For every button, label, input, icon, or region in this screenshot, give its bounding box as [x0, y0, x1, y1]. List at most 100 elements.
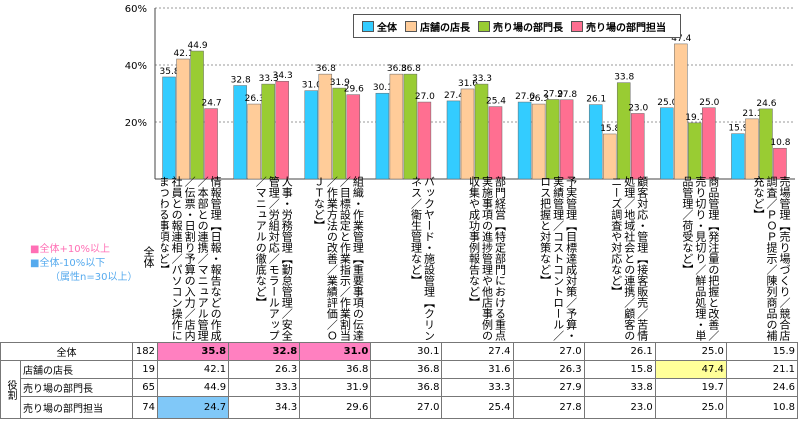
table-cell: 33.3: [228, 378, 301, 397]
condition-note: （属性n=30以上）: [50, 272, 138, 283]
data-label: 21.1: [742, 109, 762, 119]
table-cell: 27.0: [370, 396, 443, 419]
data-label: 34.3: [273, 71, 293, 81]
bar: [731, 133, 745, 180]
data-label: 36.8: [316, 64, 336, 74]
category-label: 情報管理【日報・報告などの作成／本部との連携／マニュアル管理／伝票・日割り予算の…: [161, 176, 223, 341]
table-cell: 26.3: [512, 360, 585, 379]
table-cell: 26.1: [583, 342, 656, 361]
data-label: 27.4: [444, 91, 464, 101]
data-label: 26.1: [586, 95, 606, 105]
bar: [275, 80, 289, 180]
data-label: 36.8: [401, 64, 421, 74]
data-label: 31.0: [302, 81, 322, 91]
category-label: 人事・労務管理【勤怠管理／安全管理／労組対応／モラールアップ／マニュアルの徹底な…: [254, 176, 294, 341]
table-cell: 36.8: [370, 360, 443, 379]
legend-label: 売り場の部門長: [493, 22, 563, 34]
legend-item: 売り場の部門担当: [571, 19, 666, 34]
row-label: 売り場の部門担当: [20, 396, 133, 419]
data-label: 25.4: [486, 97, 506, 107]
data-label: 29.6: [344, 85, 364, 95]
table-cell: 31.0: [299, 342, 372, 361]
table-cell: 25.0: [654, 396, 727, 419]
bar: [588, 104, 603, 180]
table-cell: 30.1: [370, 342, 443, 361]
y-tick-label: 60%: [125, 4, 147, 15]
data-label: 15.9: [728, 124, 748, 134]
total-column-header: 全体: [142, 246, 155, 268]
table-cell: 42.1: [156, 360, 230, 379]
row-count: 65: [132, 378, 158, 397]
data-label: 19.7: [685, 113, 705, 123]
data-label: 27.0: [515, 92, 535, 102]
legend-label: 全体: [377, 22, 397, 34]
data-table: 全体 182 35.8 32.8 31.0 30.1 27.4 27.0 26.1 25.0 15.…: [0, 342, 798, 419]
category-label: バックヤード・施設管理【クリンネス／衛生管理など】: [409, 176, 436, 341]
bar: [247, 103, 261, 180]
bar: [474, 83, 489, 180]
bar: [176, 58, 190, 180]
table-cell: 32.8: [228, 342, 301, 361]
table-row: 売り場の部門長 65 44.9 33.3 31.9 36.8 33.3 27.9 33.8 19.…: [1, 378, 798, 397]
table-cell: 25.4: [441, 396, 514, 419]
legend-item: 店舗の店長: [405, 19, 470, 34]
bar: [403, 73, 418, 180]
bar: [318, 73, 333, 180]
bar: [559, 99, 574, 180]
table-cell: 34.3: [228, 396, 301, 419]
bar: [304, 90, 319, 180]
data-label: 25.0: [657, 98, 677, 108]
data-label: 15.8: [600, 124, 620, 134]
bar: [630, 113, 645, 180]
data-label: 31.6: [458, 79, 478, 89]
bar: [375, 92, 390, 180]
table-cell: 25.0: [654, 342, 727, 361]
bar: [517, 101, 532, 180]
legend-swatch: [405, 20, 417, 32]
data-label: 24.7: [202, 99, 222, 109]
category-label: 商品管理【発注量の把握と改善／売り切り・見切り／鮮品処理・単品管理／荷受など】: [680, 176, 720, 341]
table-cell: 27.4: [441, 342, 514, 361]
table-cell: 33.3: [441, 378, 514, 397]
bar: [204, 108, 218, 180]
chart-legend: 全体 店舗の店長 売り場の部門長 売り場の部門担当: [353, 14, 681, 38]
bar: [660, 107, 674, 180]
bar: [261, 83, 275, 180]
high-note: ■全体+10%以上: [30, 244, 111, 255]
row-label: 全体: [0, 342, 133, 361]
bar: [332, 87, 347, 180]
data-label: 42.1: [174, 49, 194, 59]
table-cell: 29.6: [299, 396, 372, 419]
table-cell: 10.8: [725, 396, 798, 419]
table-cell: 47.4: [654, 360, 727, 379]
table-cell: 27.0: [512, 342, 585, 361]
table-cell: 31.9: [299, 378, 372, 397]
table-row: 役割 店舗の店長 19 42.1 26.3 36.8 36.8 31.6 26.3 15.8 47.…: [0, 360, 798, 419]
category-label: 部門経営【特定部門における重点実施事項の進捗管理や他店事例の収集や成功事例報告な…: [467, 176, 507, 341]
table-cell: 24.7: [156, 396, 230, 419]
bar: [674, 43, 688, 180]
table-cell: 33.8: [583, 378, 656, 397]
table-cell: 27.9: [512, 378, 585, 397]
category-label: 組織・作業管理【重要事項の伝達／目標設定と作業指示／作業割当／作業方法の改善／業…: [312, 176, 365, 341]
bar: [346, 94, 361, 180]
bar: [162, 76, 176, 180]
bar: [759, 108, 773, 180]
data-label: 44.9: [188, 41, 208, 51]
low-note: ■全体-10%以下: [30, 258, 106, 269]
bar: [702, 107, 716, 180]
row-count: 19: [132, 360, 158, 379]
table-cell: 35.8: [156, 342, 230, 361]
category-label: 顧客対応・管理【接客販売／苦情処理／地域社会との連携／顧客のニーズ調査や対応など…: [609, 176, 649, 341]
table-cell: 15.8: [583, 360, 656, 379]
data-label: 32.8: [231, 76, 251, 86]
data-label: 33.8: [614, 73, 634, 83]
bar: [616, 82, 631, 180]
bar: [460, 88, 475, 180]
data-label: 35.8: [160, 67, 180, 77]
y-tick-label: 40%: [125, 61, 147, 72]
bar: [389, 73, 404, 180]
bar: [417, 101, 432, 180]
table-cell: 24.6: [725, 378, 798, 397]
